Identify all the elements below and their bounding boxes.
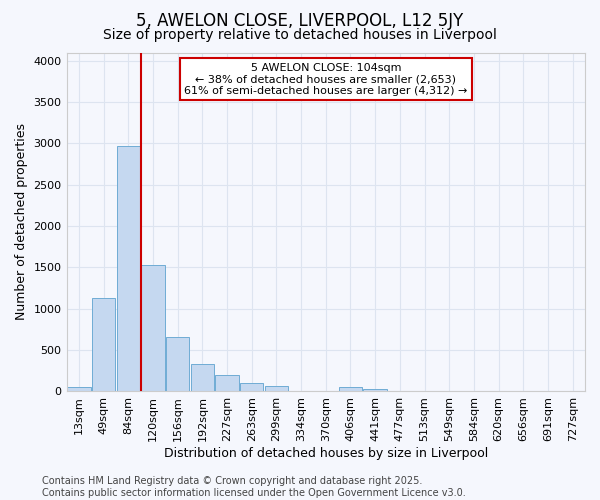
Bar (240, 383, 263, 392)
Text: 5 AWELON CLOSE: 104sqm
← 38% of detached houses are smaller (2,653)
61% of semi-: 5 AWELON CLOSE: 104sqm ← 38% of detached… (184, 62, 467, 96)
Bar (215, 375, 239, 392)
X-axis label: Distribution of detached houses by size in Liverpool: Distribution of detached houses by size … (164, 447, 488, 460)
Bar (339, 388, 362, 392)
Bar (191, 364, 214, 392)
Text: Size of property relative to detached houses in Liverpool: Size of property relative to detached ho… (103, 28, 497, 42)
Y-axis label: Number of detached properties: Number of detached properties (15, 124, 28, 320)
Bar (166, 337, 190, 392)
Bar (92, 298, 115, 392)
Text: Contains HM Land Registry data © Crown copyright and database right 2025.
Contai: Contains HM Land Registry data © Crown c… (42, 476, 466, 498)
Text: 5, AWELON CLOSE, LIVERPOOL, L12 5JY: 5, AWELON CLOSE, LIVERPOOL, L12 5JY (136, 12, 464, 30)
Bar (265, 386, 288, 392)
Bar (67, 388, 91, 392)
Bar (141, 265, 164, 392)
Bar (364, 389, 387, 392)
Bar (116, 146, 140, 392)
